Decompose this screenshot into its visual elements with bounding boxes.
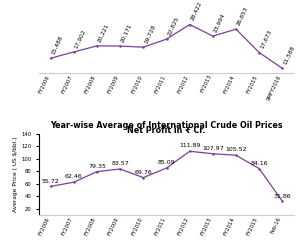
X-axis label: Net Profit in ₹ Cr.: Net Profit in ₹ Cr.	[127, 126, 206, 135]
Text: 26,653: 26,653	[236, 6, 249, 26]
Text: 85.09: 85.09	[158, 160, 175, 165]
Text: 69.76: 69.76	[134, 170, 152, 175]
Text: 17,902: 17,902	[74, 28, 87, 49]
Text: 83.57: 83.57	[111, 161, 129, 166]
Text: 20,171: 20,171	[120, 23, 133, 43]
Text: 55.72: 55.72	[42, 179, 59, 184]
Text: 107.97: 107.97	[202, 146, 224, 151]
Text: 23,994: 23,994	[213, 12, 226, 33]
Text: 19,728: 19,728	[143, 24, 157, 44]
Title: Year-wise Average of International Crude Oil Prices: Year-wise Average of International Crude…	[50, 121, 283, 130]
Text: 28,422: 28,422	[190, 1, 203, 22]
Text: 31.86: 31.86	[274, 194, 291, 198]
Text: 105.52: 105.52	[225, 148, 247, 152]
Text: 22,825: 22,825	[167, 16, 180, 36]
Text: 84.16: 84.16	[250, 161, 268, 166]
Text: 111.89: 111.89	[179, 144, 200, 148]
Text: 79.35: 79.35	[88, 164, 106, 169]
Y-axis label: Average Price ( US $/bbl.): Average Price ( US $/bbl.)	[14, 136, 19, 212]
Text: 15,488: 15,488	[51, 35, 64, 56]
Text: 17,673: 17,673	[259, 29, 272, 50]
Text: 20,221: 20,221	[97, 22, 110, 43]
Text: 62.46: 62.46	[65, 174, 82, 180]
Text: 11,588: 11,588	[282, 45, 296, 66]
